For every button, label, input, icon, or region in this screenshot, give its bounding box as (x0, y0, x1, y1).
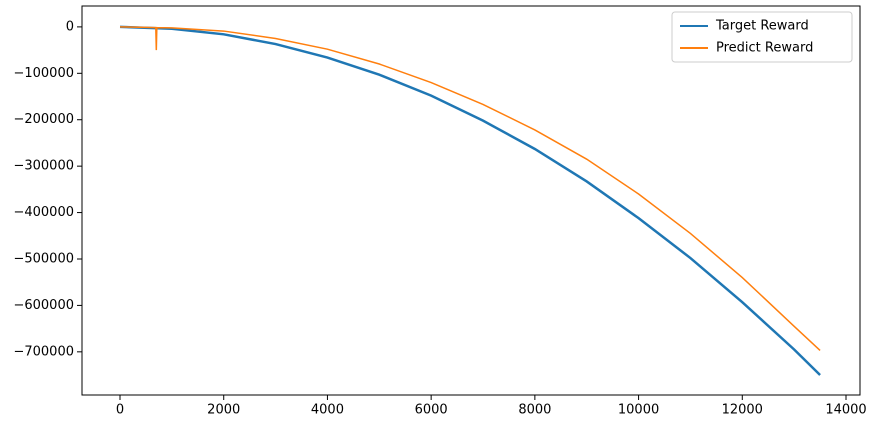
y-tick-label: −700000 (13, 344, 74, 359)
series-line (119, 26, 821, 351)
series-line (119, 25, 821, 376)
x-tick-label: 12000 (722, 403, 763, 418)
x-tick-label: 2000 (207, 403, 240, 418)
legend-label: Predict Reward (716, 41, 813, 56)
legend-box (671, 11, 853, 63)
y-tick-label: −300000 (13, 159, 74, 174)
plot-frame (81, 5, 861, 396)
legend-label: Target Reward (715, 19, 809, 34)
y-tick-label: −500000 (13, 251, 74, 266)
y-tick-label: −200000 (13, 112, 74, 127)
y-tick-label: −100000 (13, 66, 74, 81)
x-tick-label: 4000 (311, 403, 344, 418)
y-tick-label: −600000 (13, 298, 74, 313)
x-tick-label: 6000 (415, 403, 448, 418)
x-tick-label: 8000 (518, 403, 551, 418)
x-tick-label: 10000 (618, 403, 659, 418)
x-tick-label: 0 (116, 403, 124, 418)
x-tick-label: 14000 (825, 403, 866, 418)
y-tick-label: 0 (66, 19, 74, 34)
y-tick-label: −400000 (13, 205, 74, 220)
